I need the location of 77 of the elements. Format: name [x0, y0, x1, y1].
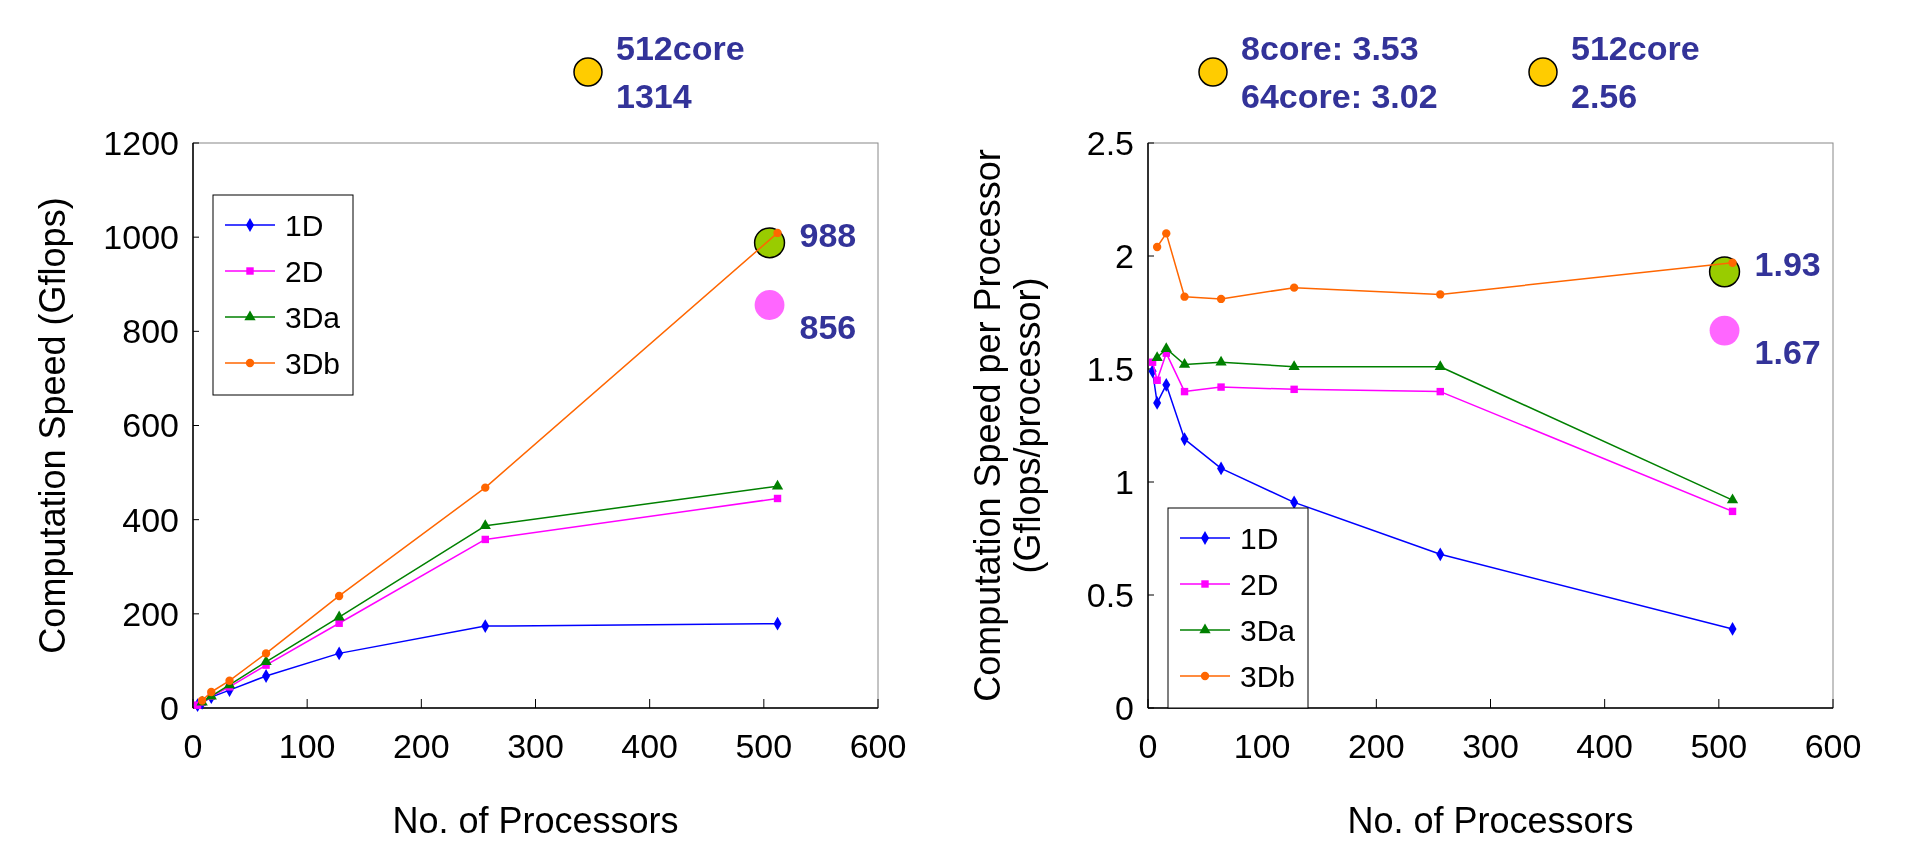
point: [1152, 242, 1162, 252]
text: 8core: 3.53: [1241, 28, 1419, 67]
point: [773, 228, 782, 238]
x-tick-label: 400: [1576, 727, 1634, 765]
legend-label: 2D: [1240, 567, 1279, 601]
x-tick-label: 500: [735, 727, 793, 765]
point: [1216, 294, 1226, 304]
legend-label: 3Da: [285, 300, 341, 334]
text: 512core: [1571, 28, 1700, 67]
y-tick-label: 1000: [103, 218, 179, 257]
x-tick-label: 300: [1462, 727, 1519, 765]
y-tick-label: 200: [122, 594, 179, 633]
point: [334, 591, 344, 601]
point: [771, 479, 784, 490]
point: [1178, 357, 1191, 368]
point: [1215, 355, 1227, 366]
data-label: 988: [799, 215, 857, 254]
y-axis-title: Computation Speed per Processor (Gflops/processor): [967, 149, 1048, 702]
y-tick-label: 400: [122, 500, 179, 539]
y-tick-label: 0.5: [1086, 575, 1134, 614]
point: [479, 519, 491, 530]
y-tick-label: 600: [122, 406, 179, 445]
point: [225, 676, 234, 685]
x-tick-label: 500: [1690, 727, 1748, 765]
y-tick-label: 1.5: [1086, 349, 1134, 388]
text: 2.56: [1571, 76, 1638, 115]
legend-label: 3Db: [1240, 659, 1296, 693]
legend-label: 3Db: [285, 346, 341, 380]
text: 64core: 3.02: [1241, 76, 1438, 115]
point: [1728, 258, 1737, 267]
legend-label: 1D: [285, 208, 324, 242]
point: [1288, 360, 1300, 370]
x-tick-label: 400: [621, 727, 679, 765]
y-tick-label: 1: [1115, 462, 1134, 501]
point: [481, 483, 490, 492]
text: 512core: [616, 28, 745, 67]
legend-label: 1D: [1240, 521, 1279, 555]
point: [1290, 385, 1298, 394]
point: [1153, 376, 1161, 385]
point: [1162, 229, 1171, 238]
point: [1289, 283, 1299, 292]
x-tick-label: 600: [849, 727, 907, 765]
x-axis-title: No. of Processors: [392, 800, 679, 841]
point: [754, 290, 785, 320]
text: 1314: [616, 76, 692, 115]
y-tick-label: 2.5: [1086, 123, 1134, 162]
y-tick-label: 2: [1115, 236, 1134, 275]
point: [1434, 360, 1446, 370]
y-tick-label: 800: [122, 312, 179, 351]
point: [1180, 292, 1189, 301]
data-label: 1.67: [1754, 333, 1821, 372]
point: [1726, 493, 1739, 504]
point: [1160, 342, 1172, 352]
legend-label: 3Da: [1240, 613, 1296, 647]
x-tick-label: 0: [183, 727, 203, 765]
point: [1151, 351, 1163, 361]
point: [335, 619, 343, 627]
data-label: 1.93: [1754, 244, 1821, 283]
x-tick-label: 600: [1804, 727, 1862, 765]
y-axis-title: Computation Speed (Gflops): [32, 197, 73, 654]
data-label: 856: [799, 307, 857, 346]
point: [1709, 315, 1740, 346]
x-tick-label: 200: [1347, 727, 1405, 765]
point: [261, 649, 271, 658]
point: [333, 610, 345, 621]
y-tick-label: 0: [1115, 688, 1134, 727]
point: [1436, 290, 1445, 299]
x-axis-title: No. of Processors: [1347, 800, 1634, 841]
x-tick-label: 200: [392, 727, 450, 765]
y-tick-label: 1200: [103, 123, 179, 162]
legend-label: 2D: [285, 254, 324, 288]
point: [1217, 383, 1225, 391]
x-tick-label: 0: [1138, 727, 1158, 765]
x-tick-label: 100: [1233, 727, 1291, 765]
x-tick-label: 300: [507, 727, 564, 765]
y-tick-label: 0: [160, 688, 179, 727]
x-tick-label: 100: [278, 727, 336, 765]
